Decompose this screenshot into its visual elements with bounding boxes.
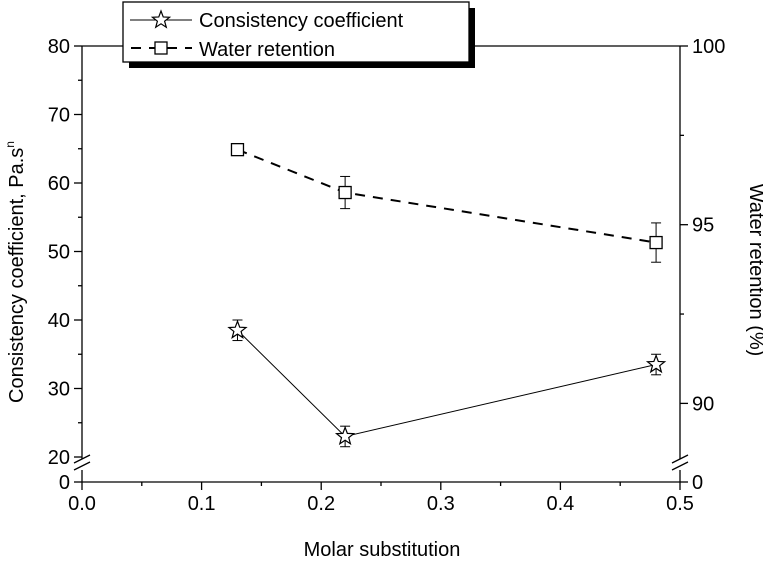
y-right-tick-label: 90 xyxy=(692,393,714,415)
y-axis-left-title: Consistency coefficient, Pa.sn xyxy=(3,141,28,403)
y-axis-right-title: Water retention (%) xyxy=(745,184,763,357)
legend-box xyxy=(122,1,470,63)
legend-square-icon xyxy=(154,41,168,55)
axis-break-left-top xyxy=(73,454,91,464)
x-axis-title: Molar substitution xyxy=(304,539,461,561)
legend-entry-water: Water retention xyxy=(131,39,335,61)
series-line xyxy=(237,329,657,437)
axis-break-right-top xyxy=(671,454,689,464)
legend-label-water: Water retention xyxy=(199,39,335,61)
series-layer xyxy=(227,142,667,448)
legend: Consistency coefficient Water retention xyxy=(122,1,475,68)
y-left-tick-label: 30 xyxy=(48,379,70,401)
y-axis-left-title-text: Consistency coefficient, Pa.s xyxy=(6,148,28,403)
data-point-star xyxy=(334,425,356,446)
data-point-star xyxy=(227,319,248,339)
x-tick-label: 0.0 xyxy=(68,493,96,515)
y-right-tick-label: 100 xyxy=(692,36,725,58)
y-left-tick-label: 50 xyxy=(48,242,70,264)
y-left-tick-label: 20 xyxy=(48,447,70,469)
x-tick-label: 0.3 xyxy=(427,493,455,515)
x-tick-label: 0.4 xyxy=(546,493,574,515)
series-consistency xyxy=(227,319,667,448)
axis-break-right-bottom xyxy=(671,461,689,471)
data-point-square xyxy=(230,142,245,157)
legend-star-icon xyxy=(150,9,172,29)
x-tick-label: 0.2 xyxy=(307,493,335,515)
y-left-tick-label: 80 xyxy=(48,36,70,58)
y-right-tick-label: 95 xyxy=(692,215,714,237)
legend-label-consistency: Consistency coefficient xyxy=(199,10,404,32)
axis-break-left-bottom xyxy=(73,461,91,471)
x-tick-label: 0.1 xyxy=(188,493,216,515)
series-water xyxy=(230,142,663,263)
y-right-tick-label: 0 xyxy=(692,472,703,494)
series-line xyxy=(237,148,657,244)
data-point-star xyxy=(645,353,667,374)
y-axis-left-title-superscript: n xyxy=(3,141,17,148)
y-left-tick-label: 40 xyxy=(48,310,70,332)
data-point-square xyxy=(338,185,352,200)
axis-ticks: 0.0 0.1 0.2 0.3 0.4 0.50203040506070800909510… xyxy=(48,36,726,515)
y-left-tick-label: 0 xyxy=(59,472,70,494)
y-left-tick-label: 70 xyxy=(48,105,70,127)
data-point-square xyxy=(649,235,663,250)
y-left-tick-label: 60 xyxy=(48,173,70,195)
plot-frame xyxy=(73,45,689,483)
legend-entry-consistency: Consistency coefficient xyxy=(130,9,404,32)
x-tick-label: 0.5 xyxy=(666,493,694,515)
